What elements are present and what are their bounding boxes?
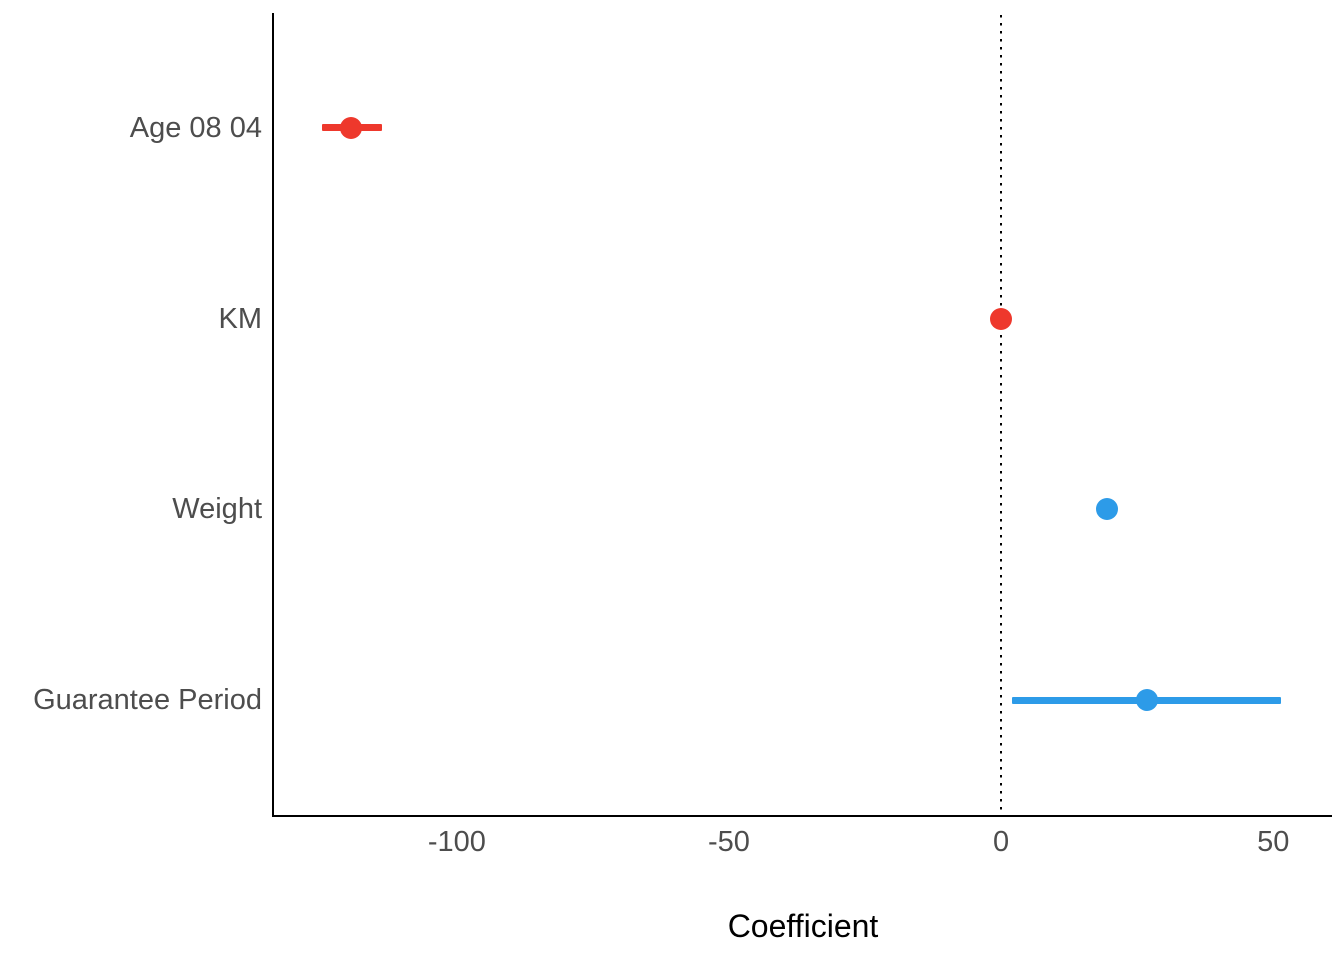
- coef-point: [1096, 498, 1119, 521]
- coef-point: [339, 116, 362, 139]
- plot-panel: [272, 13, 1332, 817]
- coef-point: [1135, 689, 1158, 712]
- x-tick-label: 0: [993, 826, 1010, 858]
- y-axis-label: Weight: [172, 493, 262, 526]
- y-axis-label: Age 08 04: [129, 111, 262, 144]
- coef-point: [989, 307, 1012, 330]
- y-axis-line: [272, 13, 274, 817]
- zero-reference-line: [999, 15, 1003, 813]
- x-tick-label: -100: [427, 826, 486, 858]
- x-tick-label: -50: [708, 826, 750, 858]
- x-tick-label: 50: [1257, 826, 1290, 858]
- x-axis-title: Coefficient: [727, 908, 879, 944]
- y-axis-label: KM: [218, 302, 263, 335]
- x-axis-line: [272, 815, 1332, 817]
- y-axis-label: Guarantee Period: [33, 684, 262, 717]
